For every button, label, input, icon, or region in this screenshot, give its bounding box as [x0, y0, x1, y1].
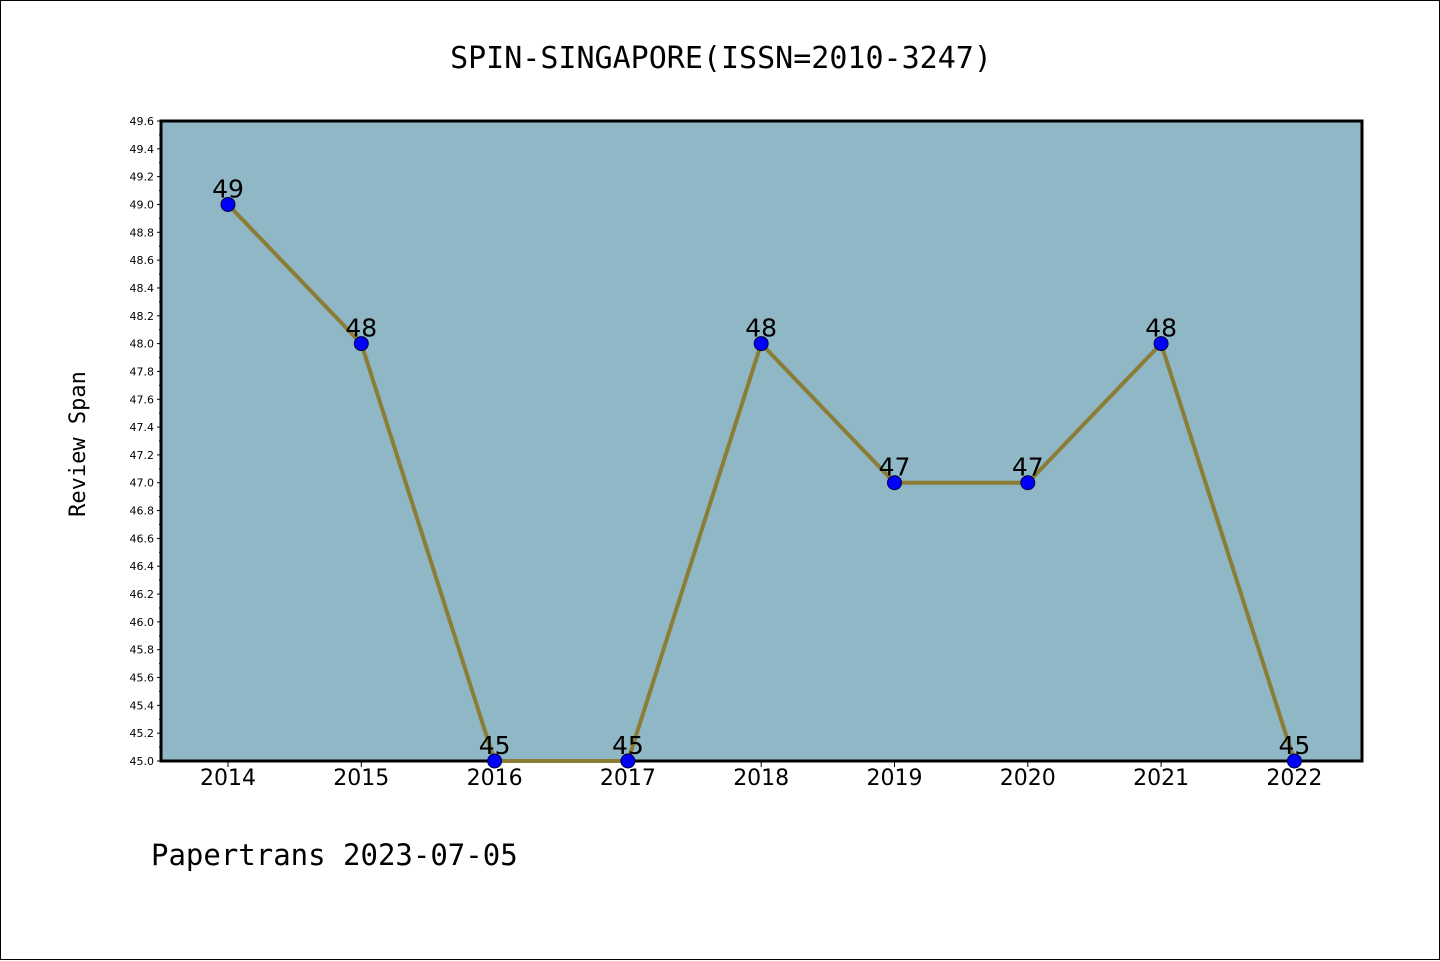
x-tick-label: 2017 — [600, 766, 656, 791]
data-label: 47 — [1012, 453, 1044, 482]
y-tick-label: 45.2 — [130, 727, 155, 740]
y-tick-label: 46.8 — [130, 505, 155, 518]
y-tick-label: 48.0 — [130, 338, 155, 351]
footer-credit: Papertrans 2023-07-05 — [151, 838, 518, 872]
y-tick-label: 48.2 — [130, 310, 155, 323]
y-tick-label: 47.0 — [130, 477, 155, 490]
y-tick-label: 45.8 — [130, 644, 155, 657]
y-tick-label: 49.0 — [130, 198, 155, 211]
data-point — [620, 753, 636, 769]
y-tick-label: 47.6 — [130, 393, 155, 406]
plot-area — [159, 119, 1364, 763]
x-tick-label: 2014 — [200, 766, 256, 791]
y-tick-label: 49.6 — [130, 115, 155, 128]
data-point — [353, 336, 369, 352]
data-label: 48 — [1145, 314, 1177, 343]
chart-title: SPIN-SINGAPORE(ISSN=2010-3247) — [450, 41, 992, 76]
data-label: 49 — [212, 174, 244, 203]
y-tick-label: 48.4 — [130, 282, 155, 295]
data-label: 47 — [879, 453, 911, 482]
x-tick-label: 2020 — [1000, 766, 1056, 791]
y-tick-label: 46.6 — [130, 532, 155, 545]
x-tick-label: 2016 — [467, 766, 523, 791]
data-point — [1286, 753, 1302, 769]
data-labels: 49 48 45 45 48 47 47 48 45 — [212, 174, 1310, 760]
x-tick-label: 2019 — [867, 766, 923, 791]
y-tick-label: 49.4 — [130, 143, 155, 156]
x-axis: 2014 2015 2016 2017 2018 2019 2020 2021 2022 — [200, 761, 1322, 791]
y-tick-label: 46.2 — [130, 588, 155, 601]
data-point — [487, 753, 503, 769]
data-point — [1153, 336, 1169, 352]
y-tick-label: 48.8 — [130, 226, 155, 239]
y-tick-label: 47.8 — [130, 365, 155, 378]
x-tick-label: 2021 — [1133, 766, 1189, 791]
y-axis-label: Review Span — [66, 371, 91, 517]
y-tick-label: 47.4 — [130, 421, 155, 434]
data-label: 45 — [1278, 731, 1310, 760]
data-markers — [220, 196, 1302, 769]
data-point — [753, 336, 769, 352]
y-tick-label: 45.4 — [130, 699, 155, 712]
x-tick-label: 2015 — [333, 766, 389, 791]
y-tick-label: 49.2 — [130, 171, 155, 184]
data-label: 45 — [479, 731, 511, 760]
y-tick-label: 46.0 — [130, 616, 155, 629]
data-label: 48 — [745, 314, 777, 343]
x-tick-label: 2018 — [733, 766, 789, 791]
y-axis: 45.0 45.2 45.4 45.6 45.8 46.0 46.2 46.4 46.6 46.8… — [130, 115, 161, 768]
y-tick-label: 46.4 — [130, 560, 155, 573]
y-tick-label: 45.6 — [130, 672, 155, 685]
x-tick-label: 2022 — [1266, 766, 1322, 791]
data-point — [220, 196, 236, 212]
y-tick-label: 48.6 — [130, 254, 155, 267]
data-point — [1020, 475, 1036, 491]
data-label: 48 — [345, 314, 377, 343]
y-tick-label: 45.0 — [130, 755, 155, 768]
y-tick-label: 47.2 — [130, 449, 155, 462]
data-point — [887, 475, 902, 491]
data-label: 45 — [612, 731, 644, 760]
